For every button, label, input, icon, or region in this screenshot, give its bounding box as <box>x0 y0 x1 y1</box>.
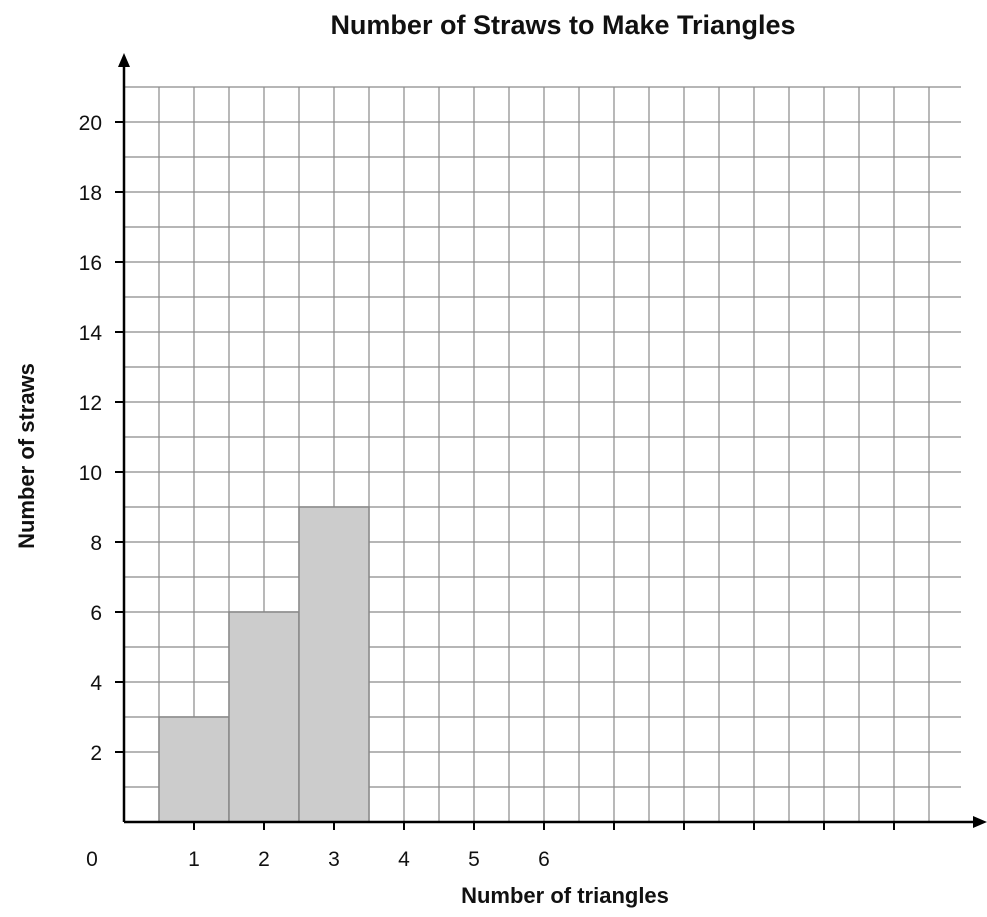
y-tick-label: 12 <box>79 392 102 415</box>
y-tick-label: 2 <box>90 742 102 765</box>
y-tick-label: 20 <box>79 112 102 135</box>
y-axis-label: Number of straws <box>14 363 39 549</box>
bar-1 <box>158 716 230 823</box>
x-tick-label: 4 <box>398 848 410 871</box>
x-tick-label: 2 <box>258 848 270 871</box>
x-tick-label: 1 <box>188 848 200 871</box>
y-tick-labels: 2 4 6 8 10 12 14 16 18 20 <box>79 112 124 765</box>
x-axis-label: Number of triangles <box>461 883 669 908</box>
x-axis-arrow <box>973 816 987 828</box>
x-tick-label: 3 <box>328 848 340 871</box>
y-tick-label: 16 <box>79 252 102 275</box>
x-tick-label: 6 <box>538 848 550 871</box>
y-tick-label: 6 <box>90 602 102 625</box>
axes <box>118 53 987 828</box>
y-tick-label: 8 <box>90 532 102 555</box>
bar-3 <box>298 506 370 823</box>
x-tick-labels: 0 1 2 3 4 5 6 <box>86 822 895 871</box>
y-tick-label: 14 <box>79 322 103 345</box>
bars <box>158 506 370 823</box>
y-tick-label: 18 <box>79 182 102 205</box>
y-axis-arrow <box>118 53 130 67</box>
x-tick-label: 0 <box>86 848 98 871</box>
chart-title: Number of Straws to Make Triangles <box>330 10 795 40</box>
x-tick-label: 5 <box>468 848 480 871</box>
y-tick-label: 10 <box>79 462 102 485</box>
bar-2 <box>228 611 300 823</box>
grid <box>124 86 961 822</box>
y-tick-label: 4 <box>90 672 102 695</box>
